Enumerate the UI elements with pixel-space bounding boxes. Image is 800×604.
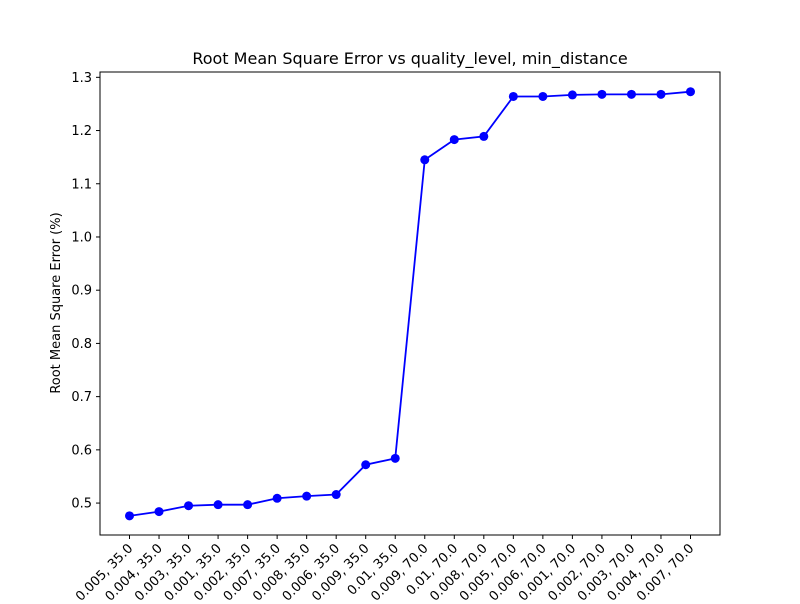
series-line xyxy=(129,90,691,517)
data-point xyxy=(686,87,695,97)
data-point xyxy=(538,91,548,101)
data-point xyxy=(479,131,489,141)
data-point xyxy=(154,507,164,517)
plot-frame xyxy=(99,71,721,536)
y-tick-label: 0.9 xyxy=(71,284,92,299)
data-point xyxy=(508,91,518,101)
data-point xyxy=(213,500,223,510)
y-tick-label: 0.6 xyxy=(71,443,92,458)
data-point xyxy=(302,491,312,501)
data-point xyxy=(626,89,636,99)
y-tick-label: 1.3 xyxy=(71,71,92,86)
data-point xyxy=(331,490,341,500)
data-point xyxy=(125,511,134,521)
y-tick-label: 0.5 xyxy=(71,497,92,512)
y-tick-label: 1.0 xyxy=(71,230,92,245)
data-point xyxy=(449,135,459,145)
chart-title: Root Mean Square Error vs quality_level,… xyxy=(192,49,627,69)
y-tick-label: 1.1 xyxy=(71,177,92,192)
data-point xyxy=(420,155,430,165)
data-point xyxy=(567,90,577,100)
y-tick-label: 0.8 xyxy=(71,337,92,352)
y-tick-label: 1.2 xyxy=(71,124,92,139)
data-point xyxy=(361,460,371,470)
data-point xyxy=(272,493,282,503)
series-layer xyxy=(125,87,695,521)
data-point xyxy=(243,500,253,510)
y-axis-ticks: 0.5 0.6 0.7 0.8 0.9 1.0 1.1 1.2 1.3 xyxy=(71,71,100,512)
y-tick-label: 0.7 xyxy=(71,390,92,405)
y-axis-label: Root Mean Square Error (%) xyxy=(49,212,64,393)
data-point xyxy=(390,453,400,463)
x-axis-ticks: 0.005, 35.00.004, 35.00.003, 35.00.001, … xyxy=(73,535,697,604)
data-point xyxy=(656,89,666,99)
data-point xyxy=(184,501,194,511)
data-point xyxy=(597,89,607,99)
